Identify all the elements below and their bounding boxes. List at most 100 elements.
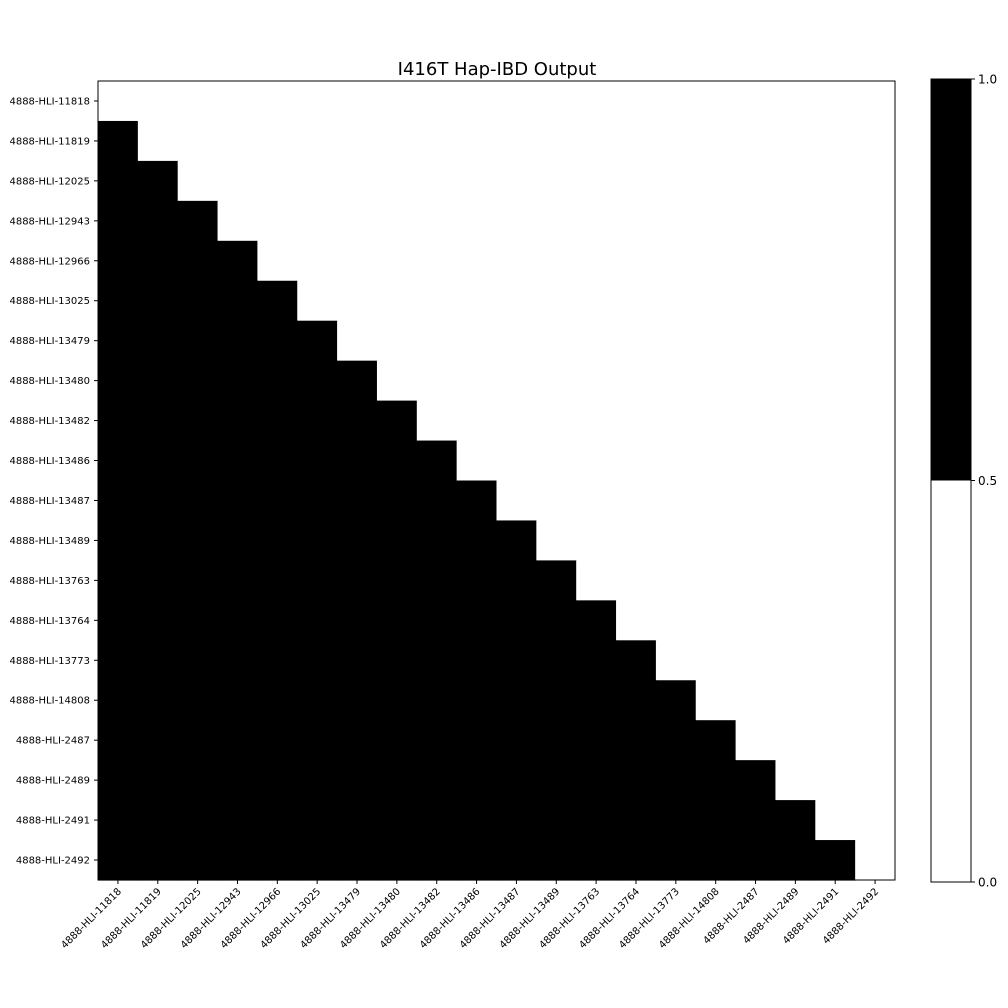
heatmap-cell: [257, 280, 298, 322]
heatmap-cell: [456, 81, 498, 122]
heatmap-cell: [576, 81, 617, 122]
heatmap-cell: [217, 240, 258, 282]
heatmap-cell: [137, 640, 179, 681]
heatmap-cell: [137, 760, 179, 801]
heatmap-cell: [855, 400, 896, 442]
heatmap-cell: [855, 160, 896, 202]
heatmap-cell: [376, 640, 418, 681]
heatmap-cell: [337, 120, 378, 162]
heatmap-cell: [337, 840, 378, 881]
heatmap-cell: [98, 120, 139, 162]
heatmap-cell: [217, 120, 258, 162]
y-tick-label: 4888-HLI-11818: [9, 96, 90, 107]
heatmap-cell: [337, 440, 378, 482]
heatmap-cell: [257, 760, 298, 801]
heatmap-cell: [297, 360, 338, 402]
heatmap-cell: [815, 560, 856, 601]
heatmap-cell: [775, 280, 816, 322]
heatmap-cell: [217, 200, 258, 242]
heatmap-cell: [536, 560, 577, 601]
heatmap-cell: [775, 520, 816, 561]
heatmap-cell: [376, 720, 418, 761]
heatmap-cell: [217, 320, 258, 362]
heatmap-cell: [456, 400, 498, 442]
heatmap-cell: [815, 720, 856, 761]
heatmap-cell: [376, 320, 418, 362]
heatmap-cell: [416, 640, 458, 681]
heatmap-cell: [655, 440, 697, 482]
heatmap-cell: [616, 200, 657, 242]
heatmap-cell: [655, 160, 697, 202]
heatmap-cell: [576, 480, 617, 522]
heatmap-cell: [496, 360, 537, 402]
heatmap-cell: [536, 200, 577, 242]
heatmap-cell: [775, 600, 816, 641]
heatmap-cell: [695, 360, 737, 402]
heatmap-cell: [775, 360, 816, 402]
heatmap-cell: [257, 800, 298, 841]
heatmap-cell: [456, 200, 498, 242]
heatmap-cell: [376, 360, 418, 402]
heatmap-cell: [177, 81, 219, 122]
heatmap-cell: [536, 400, 577, 442]
heatmap-cell: [416, 720, 458, 761]
heatmap-cell: [815, 840, 856, 881]
heatmap-cell: [177, 800, 219, 841]
heatmap-cell: [695, 240, 737, 282]
heatmap-cell: [137, 520, 179, 561]
heatmap-cell: [337, 160, 378, 202]
heatmap-cell: [855, 800, 896, 841]
heatmap-cell: [735, 200, 777, 242]
heatmap-cell: [496, 720, 537, 761]
heatmap-cell: [98, 680, 139, 721]
heatmap-cell: [217, 640, 258, 681]
heatmap-cell: [416, 680, 458, 721]
heatmap-cell: [695, 160, 737, 202]
heatmap-cell: [775, 480, 816, 522]
heatmap-cell: [655, 320, 697, 362]
heatmap-cell: [775, 81, 816, 122]
heatmap-cell: [855, 520, 896, 561]
heatmap-cell: [416, 320, 458, 362]
heatmap-cell: [775, 240, 816, 282]
heatmap-cell: [257, 600, 298, 641]
heatmap-cell: [297, 840, 338, 881]
heatmap-cell: [376, 81, 418, 122]
heatmap-cell: [536, 680, 577, 721]
heatmap-cell: [416, 800, 458, 841]
heatmap-cell: [98, 560, 139, 601]
heatmap-cell: [496, 680, 537, 721]
heatmap-cell: [855, 200, 896, 242]
heatmap-cell: [536, 240, 577, 282]
heatmap-cell: [297, 280, 338, 322]
heatmap-cell: [98, 400, 139, 442]
heatmap-cell: [337, 400, 378, 442]
heatmap-cell: [735, 120, 777, 162]
heatmap-cell: [177, 720, 219, 761]
colorbar-high-segment: [931, 79, 971, 481]
heatmap-cell: [177, 240, 219, 282]
heatmap-cell: [137, 800, 179, 841]
heatmap-cell: [496, 81, 537, 122]
heatmap-cell: [616, 280, 657, 322]
heatmap-cell: [536, 360, 577, 402]
heatmap-cell: [855, 680, 896, 721]
heatmap-cell: [496, 320, 537, 362]
heatmap-cell: [855, 240, 896, 282]
heatmap-cell: [855, 480, 896, 522]
heatmap-cell: [855, 640, 896, 681]
x-axis: 4888-HLI-118184888-HLI-118194888-HLI-120…: [59, 880, 881, 951]
heatmap-cell: [576, 800, 617, 841]
heatmap-cell: [735, 560, 777, 601]
heatmap-cell: [376, 160, 418, 202]
heatmap-cell: [456, 280, 498, 322]
heatmap-cell: [297, 760, 338, 801]
heatmap-cell: [177, 760, 219, 801]
heatmap-cell: [98, 520, 139, 561]
heatmap-cell: [98, 800, 139, 841]
heatmap-cell: [257, 81, 298, 122]
chart-title: I416T Hap-IBD Output: [398, 59, 597, 80]
heatmap-cell: [177, 440, 219, 482]
heatmap-cell: [695, 120, 737, 162]
heatmap-cell: [695, 280, 737, 322]
